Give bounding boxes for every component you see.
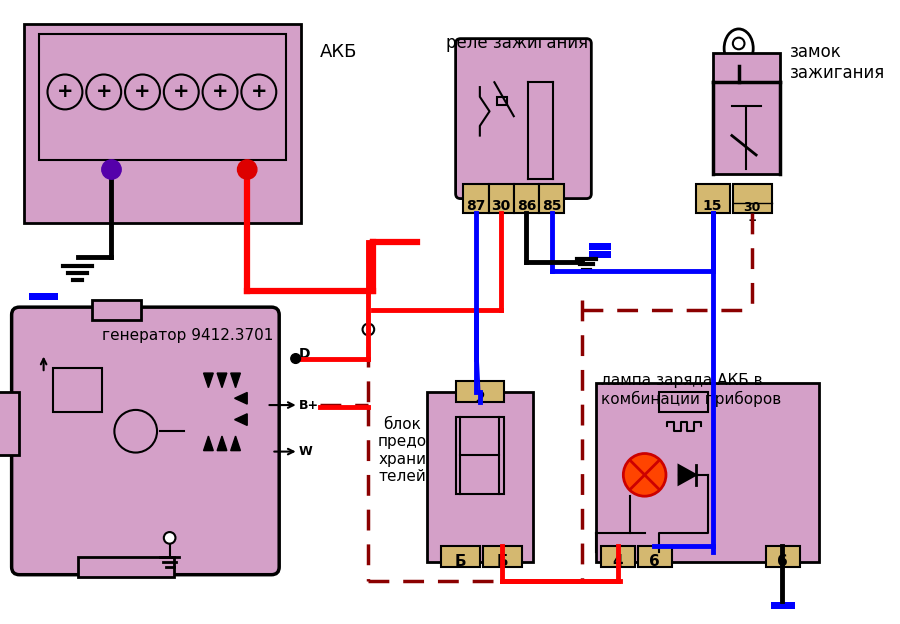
Circle shape — [238, 160, 256, 179]
Circle shape — [202, 74, 238, 109]
FancyBboxPatch shape — [464, 184, 489, 213]
Text: +: + — [173, 82, 190, 102]
Polygon shape — [235, 414, 248, 426]
FancyBboxPatch shape — [455, 381, 504, 402]
Polygon shape — [230, 373, 240, 388]
Ellipse shape — [724, 29, 753, 68]
Text: W: W — [299, 445, 312, 458]
Text: реле зажигания: реле зажигания — [446, 34, 588, 52]
Text: 85: 85 — [542, 198, 562, 213]
Circle shape — [241, 74, 276, 109]
Circle shape — [48, 74, 83, 109]
Text: лампа заряда АКБ в
комбинации приборов: лампа заряда АКБ в комбинации приборов — [601, 373, 781, 407]
Polygon shape — [230, 436, 240, 451]
FancyBboxPatch shape — [0, 392, 20, 456]
FancyBboxPatch shape — [53, 368, 102, 412]
Circle shape — [291, 354, 301, 363]
Polygon shape — [235, 392, 248, 404]
FancyBboxPatch shape — [455, 417, 504, 494]
FancyBboxPatch shape — [733, 184, 771, 213]
FancyBboxPatch shape — [766, 545, 800, 567]
Text: Б: Б — [496, 554, 508, 569]
Circle shape — [733, 37, 744, 49]
FancyBboxPatch shape — [427, 392, 533, 562]
Text: 87: 87 — [466, 198, 486, 213]
FancyBboxPatch shape — [498, 97, 507, 105]
Text: 30: 30 — [743, 200, 760, 213]
FancyBboxPatch shape — [39, 34, 286, 160]
FancyBboxPatch shape — [770, 602, 795, 608]
FancyBboxPatch shape — [696, 184, 730, 213]
Polygon shape — [217, 373, 227, 388]
Text: +: + — [57, 82, 73, 102]
FancyBboxPatch shape — [590, 251, 611, 258]
Text: D: D — [299, 347, 310, 361]
Text: АКБ: АКБ — [320, 44, 357, 62]
Text: +: + — [250, 82, 267, 102]
Circle shape — [86, 74, 122, 109]
FancyBboxPatch shape — [539, 184, 564, 213]
Text: блок
предо
храни
телей: блок предо храни телей — [378, 417, 427, 484]
FancyBboxPatch shape — [590, 243, 611, 250]
Text: генератор 9412.3701: генератор 9412.3701 — [102, 328, 274, 343]
FancyBboxPatch shape — [638, 545, 671, 567]
Text: 1: 1 — [748, 211, 757, 224]
Text: замок
зажигания: замок зажигания — [790, 44, 886, 82]
FancyBboxPatch shape — [482, 545, 521, 567]
Polygon shape — [203, 373, 213, 388]
Circle shape — [125, 74, 160, 109]
Circle shape — [164, 532, 176, 544]
FancyBboxPatch shape — [441, 545, 480, 567]
Circle shape — [164, 74, 199, 109]
FancyBboxPatch shape — [24, 24, 301, 223]
Polygon shape — [203, 436, 213, 451]
FancyBboxPatch shape — [601, 545, 634, 567]
Circle shape — [624, 454, 666, 496]
FancyBboxPatch shape — [77, 557, 175, 577]
Text: +: + — [95, 82, 112, 102]
FancyBboxPatch shape — [514, 184, 539, 213]
FancyBboxPatch shape — [713, 53, 780, 174]
FancyBboxPatch shape — [29, 293, 58, 300]
Text: B+: B+ — [299, 399, 319, 412]
Circle shape — [363, 324, 374, 335]
Text: 4: 4 — [612, 554, 623, 569]
Text: 6: 6 — [777, 554, 788, 569]
FancyBboxPatch shape — [659, 392, 707, 412]
Text: Б: Б — [454, 554, 466, 569]
Text: 15: 15 — [703, 198, 723, 213]
Text: +: + — [134, 82, 151, 102]
FancyBboxPatch shape — [455, 39, 591, 198]
Circle shape — [102, 160, 122, 179]
Text: +: + — [212, 82, 229, 102]
FancyBboxPatch shape — [92, 300, 140, 319]
Text: 30: 30 — [491, 198, 511, 213]
Text: 86: 86 — [517, 198, 536, 213]
FancyBboxPatch shape — [12, 307, 279, 575]
FancyBboxPatch shape — [489, 184, 514, 213]
FancyBboxPatch shape — [596, 383, 819, 562]
Polygon shape — [217, 436, 227, 451]
Text: 6: 6 — [649, 554, 660, 569]
Circle shape — [114, 410, 157, 452]
Polygon shape — [679, 465, 696, 485]
Text: 2: 2 — [474, 391, 485, 406]
